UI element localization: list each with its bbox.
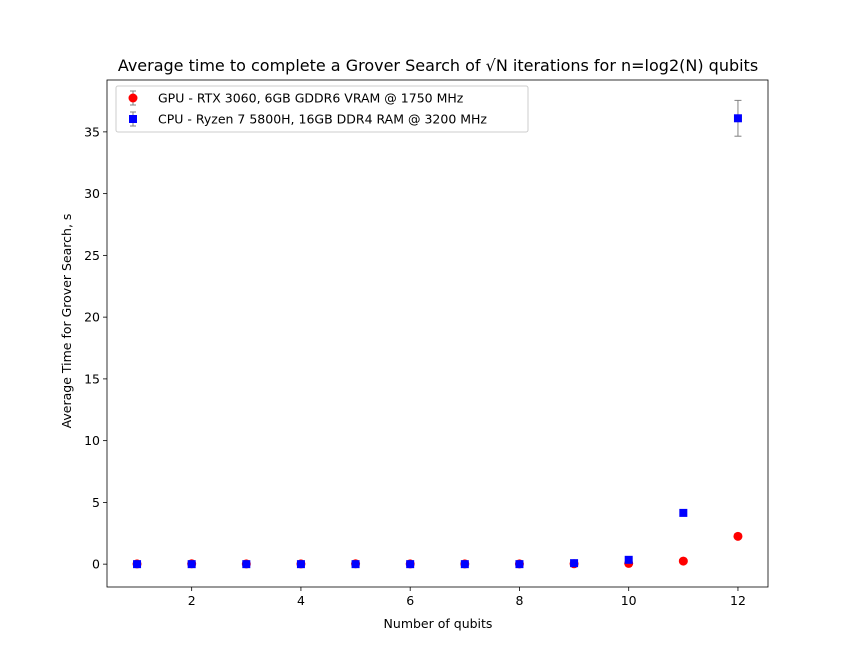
- data-point: [406, 560, 415, 569]
- legend-label: GPU - RTX 3060, 6GB GDDR6 VRAM @ 1750 MH…: [158, 91, 464, 106]
- x-tick-label: 4: [297, 593, 305, 608]
- data-point: [351, 560, 360, 569]
- legend: GPU - RTX 3060, 6GB GDDR6 VRAM @ 1750 MH…: [115, 85, 529, 133]
- data-point: [733, 114, 742, 123]
- legend-box: [115, 85, 529, 133]
- data-point: [624, 555, 633, 564]
- legend-marker: [129, 115, 137, 123]
- x-tick-label: 10: [621, 593, 637, 608]
- y-tick-label: 10: [84, 433, 100, 448]
- y-tick-label: 5: [92, 495, 100, 510]
- y-tick-label: 15: [84, 371, 100, 386]
- y-tick-label: 0: [92, 557, 100, 572]
- chart-title: Average time to complete a Grover Search…: [118, 56, 758, 75]
- data-point: [570, 559, 579, 568]
- data-point: [460, 560, 469, 569]
- data-marks: [132, 99, 743, 569]
- data-point: [679, 508, 688, 517]
- y-tick-label: 35: [84, 124, 100, 139]
- x-tick-label: 6: [406, 593, 414, 608]
- data-point: [133, 560, 142, 569]
- y-tick-label: 20: [84, 310, 100, 325]
- data-point: [296, 560, 305, 569]
- x-tick-label: 12: [730, 593, 746, 608]
- y-tick-label: 30: [84, 186, 100, 201]
- axes-frame: [106, 79, 769, 588]
- series-cpu: [133, 99, 742, 569]
- x-tick-label: 2: [188, 593, 196, 608]
- data-point: [515, 560, 524, 569]
- y-tick-label: 25: [84, 248, 100, 263]
- legend-label: CPU - Ryzen 7 5800H, 16GB DDR4 RAM @ 320…: [158, 112, 487, 127]
- x-axis-title: Number of qubits: [384, 616, 493, 631]
- data-point: [187, 560, 196, 569]
- y-axis-title: Average Time for Grover Search, s: [59, 214, 74, 429]
- data-point: [678, 556, 688, 566]
- legend-marker: [128, 93, 138, 103]
- axes: 2 4 6 8 10 12 0 5 10 15 20 25 30 35: [84, 79, 769, 608]
- data-point: [733, 531, 743, 541]
- x-tick-label: 8: [515, 593, 523, 608]
- data-point: [242, 560, 251, 569]
